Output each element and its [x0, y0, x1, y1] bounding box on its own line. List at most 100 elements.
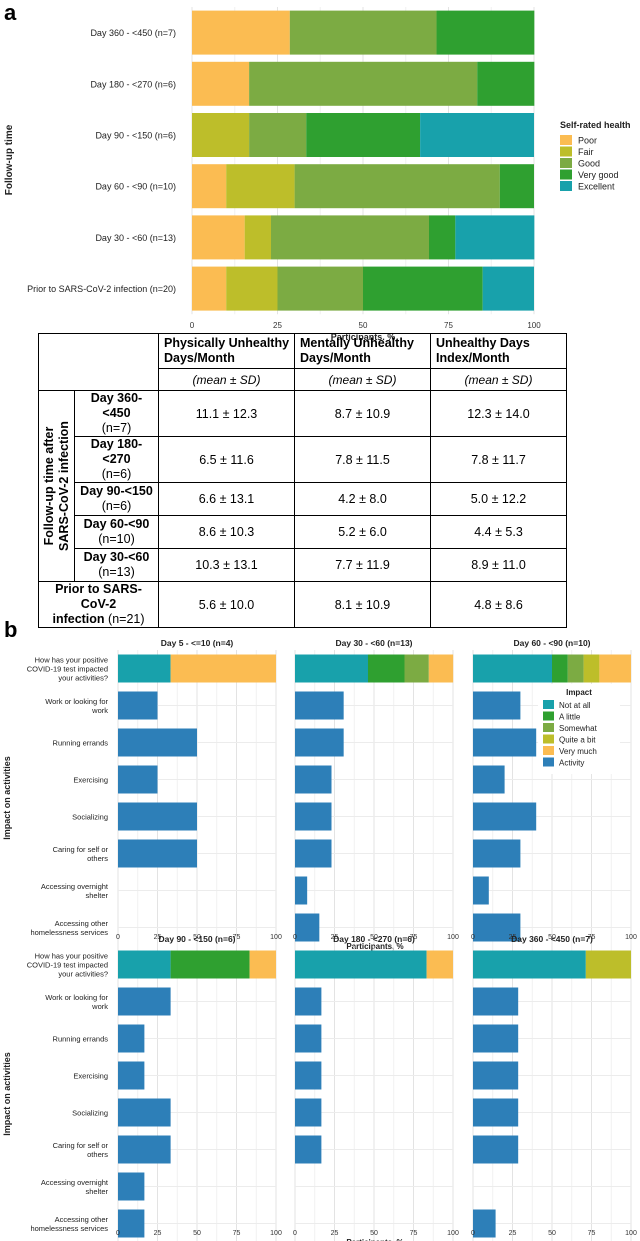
activity-bar [118, 1135, 171, 1164]
x-tick-label: 25 [331, 934, 339, 941]
impact-bar-segment [118, 950, 171, 979]
bar-segment-good [289, 10, 437, 55]
bar-segment-good [271, 215, 430, 260]
legend-title: Impact [566, 688, 592, 697]
bar-segment-poor [192, 61, 250, 106]
x-tick-label: 75 [233, 1230, 241, 1237]
table-cell: 5.0 ± 12.2 [430, 482, 567, 516]
y-axis-title: Follow-up time [4, 124, 15, 195]
x-tick-label: 0 [471, 934, 475, 941]
x-tick-label: 25 [331, 1230, 339, 1237]
legend-label: Activity [559, 759, 584, 768]
category-label: Accessing other [55, 1215, 109, 1224]
category-label: your activities? [58, 674, 108, 683]
activity-bar [118, 1172, 145, 1201]
x-tick-label: 100 [270, 1230, 282, 1237]
activity-bar [473, 839, 521, 868]
facet-panel: Day 90 - <150 (n=6) 0 25 50 75 100 [116, 934, 282, 1241]
col-header-physical: Physically Unhealthy Days/Month [158, 333, 295, 369]
x-tick-label: 0 [471, 1230, 475, 1237]
activity-bar [473, 987, 519, 1016]
x-tick-label: 50 [370, 934, 378, 941]
table-row: Day 30-<60 (n=13) 10.3 ± 13.1 7.7 ± 11.9 … [39, 548, 567, 582]
table-header-row: Physically Unhealthy Days/Month Mentally … [38, 333, 567, 391]
bar-segment-poor [192, 10, 290, 55]
table-unit-row: (mean ± SD) (mean ± SD) (mean ± SD) [39, 368, 567, 391]
table-row: Day 180-<270 (n=6) 6.5 ± 11.6 7.8 ± 11.5 … [39, 436, 567, 483]
table-cell: 7.8 ± 11.7 [430, 436, 567, 483]
activity-bar [473, 1024, 519, 1053]
activity-bar [118, 987, 171, 1016]
col-header-index: Unhealthy Days Index/Month [430, 333, 567, 369]
category-label: Socializing [72, 813, 108, 822]
facet-title: Day 30 - <60 (n=13) [335, 638, 412, 648]
legend-label: Poor [578, 136, 597, 146]
y-axis-title: Impact on activities [2, 1052, 12, 1136]
facet-panel: Day 30 - <60 (n=13) 0 25 50 75 100 [293, 638, 459, 946]
facet-title: Day 180 - <270 (n=6) [333, 934, 415, 944]
legend-swatch [543, 757, 554, 767]
table-cell: 6.6 ± 13.1 [158, 482, 295, 516]
panel-a-label: a [4, 0, 17, 25]
category-label: Exercising [73, 1072, 108, 1081]
x-axis-title: Participants, % [346, 942, 403, 951]
x-tick-label: 100 [625, 934, 637, 941]
bar-segment-fair [226, 266, 278, 311]
panel-a-chart: a Day 360 - <450 (n=7) Day 180 - <270 (n=6… [4, 0, 631, 340]
impact-bar-segment [404, 654, 429, 683]
category-label: Accessing overnight [41, 1178, 109, 1187]
category-label: Running errands [53, 739, 109, 748]
x-tick-label: 100 [270, 934, 282, 941]
activity-bar [473, 913, 521, 942]
x-axis-title: Participants, % [346, 1238, 403, 1241]
table-cell: 11.1 ± 12.3 [158, 390, 295, 437]
activity-bar [473, 1061, 519, 1090]
category-label: Exercising [73, 776, 108, 785]
table-row: Day 90-<150 (n=6) 6.6 ± 13.1 4.2 ± 8.0 5.… [39, 482, 567, 516]
activity-bar [118, 1061, 145, 1090]
legend-label: A little [559, 713, 581, 722]
table-cell: 10.3 ± 13.1 [158, 548, 295, 582]
impact-bar-segment [567, 654, 584, 683]
legend-label: Very good [578, 170, 619, 180]
impact-bar-segment [583, 654, 600, 683]
bar-segment-poor [192, 266, 227, 311]
unit-mental: (mean ± SD) [294, 368, 431, 391]
category-label: others [87, 854, 108, 863]
legend-impact: Impact Not at all A little Somewhat Quite a … [538, 684, 620, 774]
category-label: shelter [85, 891, 108, 900]
x-tick-label: 0 [293, 934, 297, 941]
table-cell: 4.4 ± 5.3 [430, 515, 567, 549]
table-cell: 6.5 ± 11.6 [158, 436, 295, 483]
category-label: work [91, 706, 108, 715]
x-tick-label: 100 [447, 934, 459, 941]
bar-segment-very-good [477, 61, 535, 106]
impact-bar-segment [552, 654, 568, 683]
bar-segment-very-good [363, 266, 483, 311]
activity-bar [473, 728, 537, 757]
impact-bar-segment [428, 654, 454, 683]
legend-swatch [560, 158, 572, 168]
facet-panel: Day 60 - <90 (n=10) 0 25 50 75 100 [471, 638, 637, 946]
activity-bar [473, 765, 505, 794]
unit-index: (mean ± SD) [430, 368, 567, 391]
x-tick-label: 75 [444, 321, 453, 330]
legend-swatch [560, 181, 572, 191]
legend-label: Very much [559, 747, 597, 756]
activity-bar [118, 1098, 171, 1127]
bar-segment-excellent [482, 266, 534, 311]
table-row: Day 60-<90 (n=10) 8.6 ± 10.3 5.2 ± 6.0 4… [39, 515, 567, 549]
activity-bar [473, 1098, 519, 1127]
x-tick-label: 0 [293, 1230, 297, 1237]
activity-bar [473, 691, 521, 720]
legend-title: Self-rated health [560, 120, 631, 130]
category-label: How has your positive [35, 656, 108, 665]
activity-bar [295, 1135, 322, 1164]
legend-label: Good [578, 159, 600, 169]
unhealthy-days-table-wrap: Physically Unhealthy Days/Month Mentally … [38, 333, 567, 628]
table-cell: 12.3 ± 14.0 [430, 390, 567, 437]
table-cell: 5.2 ± 6.0 [294, 515, 431, 549]
x-tick-label: 50 [548, 934, 556, 941]
bar-segment-good [249, 61, 478, 106]
